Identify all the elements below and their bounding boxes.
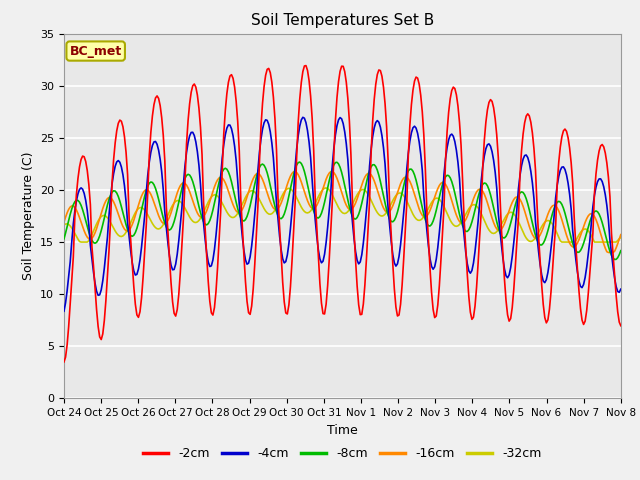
- Title: Soil Temperatures Set B: Soil Temperatures Set B: [251, 13, 434, 28]
- Legend: -2cm, -4cm, -8cm, -16cm, -32cm: -2cm, -4cm, -8cm, -16cm, -32cm: [138, 442, 547, 465]
- X-axis label: Time: Time: [327, 424, 358, 437]
- Y-axis label: Soil Temperature (C): Soil Temperature (C): [22, 152, 35, 280]
- Text: BC_met: BC_met: [70, 45, 122, 58]
